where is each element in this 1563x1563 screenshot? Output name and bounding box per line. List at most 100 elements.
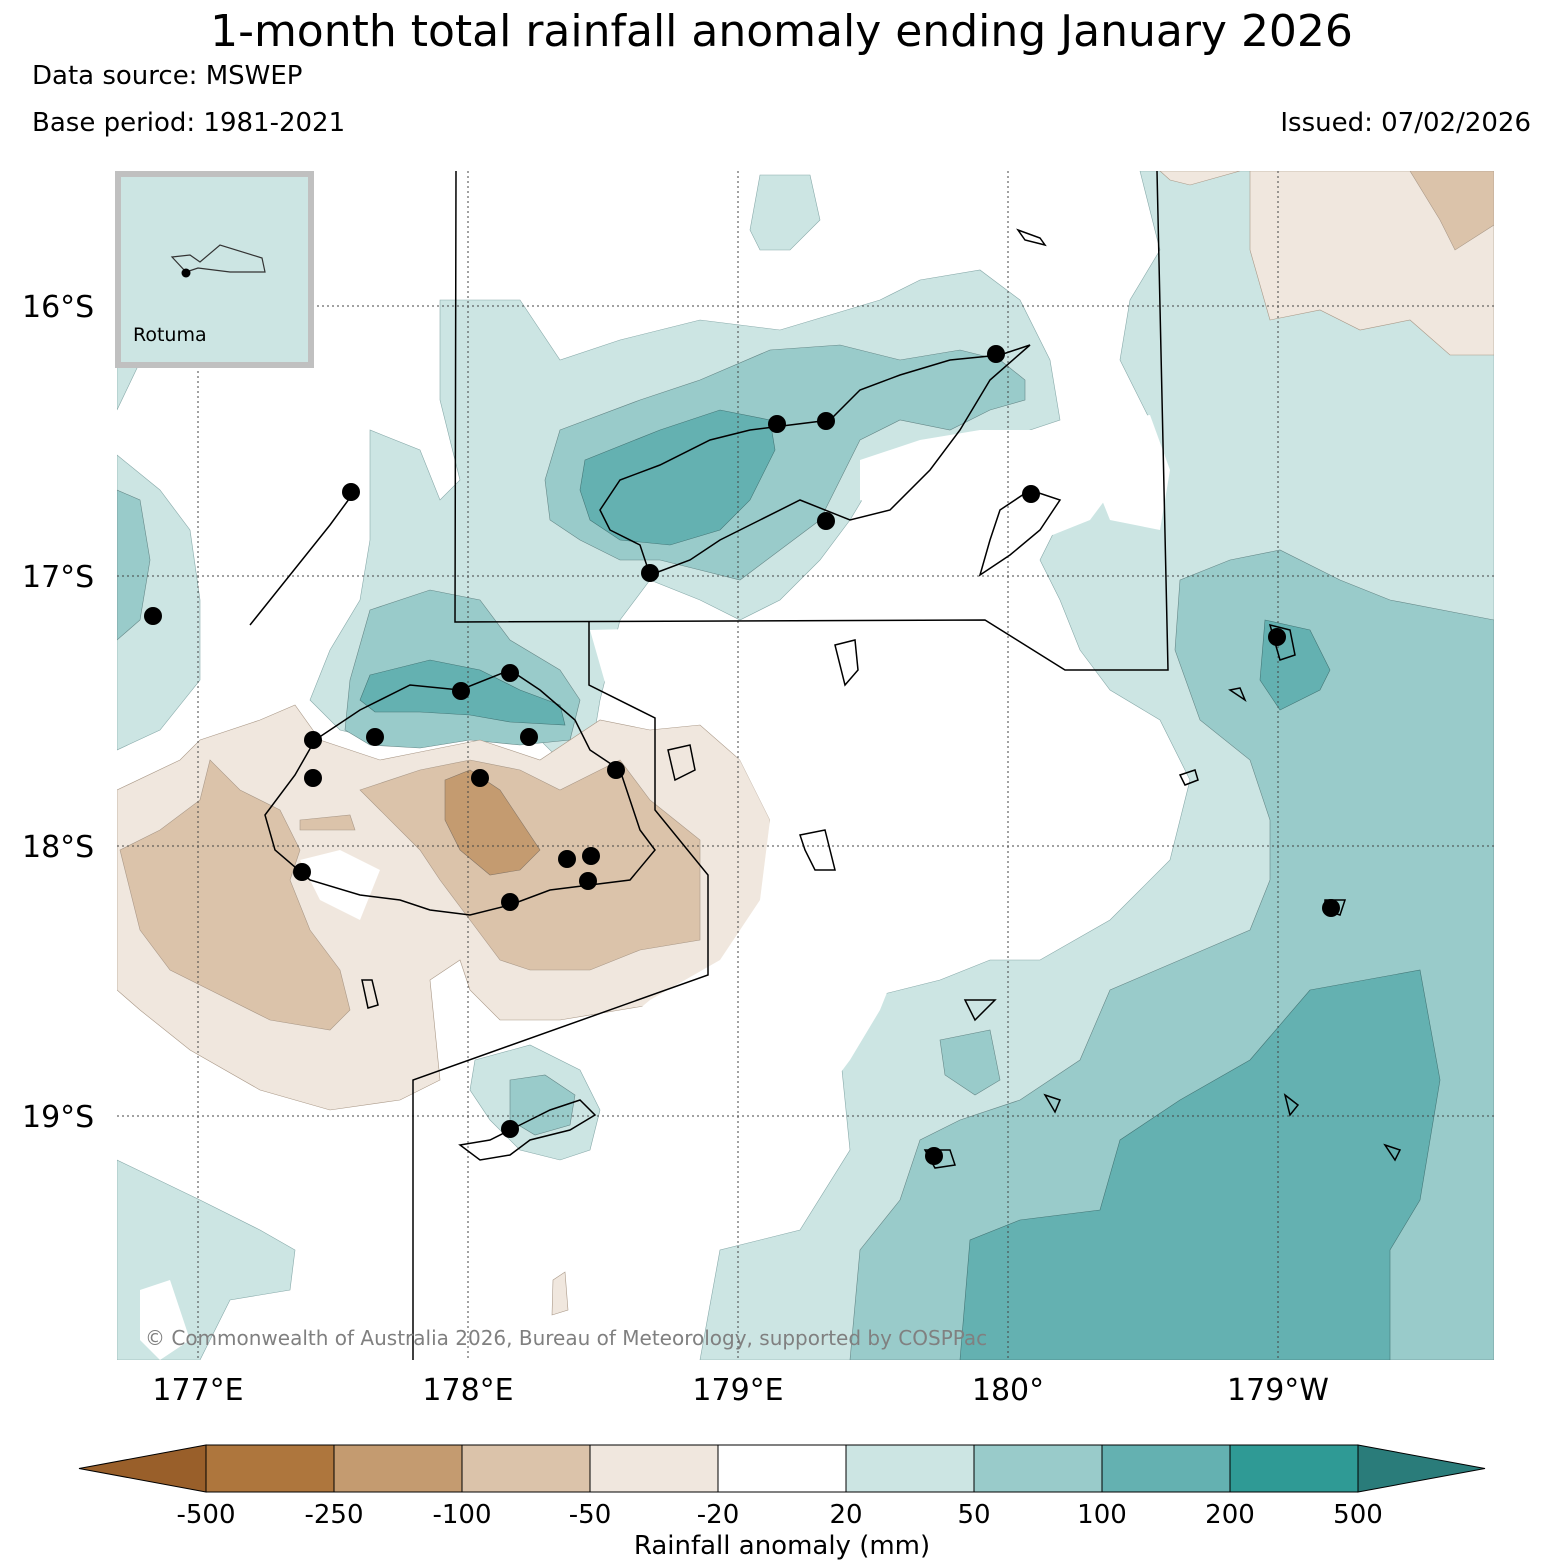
station-marker (342, 483, 360, 501)
station-marker (1268, 628, 1286, 646)
colorbar-bin (845, 1444, 975, 1493)
station-marker (501, 664, 519, 682)
lat-label-17s: 17°S (22, 560, 94, 595)
colorbar-tick-label: 50 (957, 1500, 990, 1530)
station-marker (582, 847, 600, 865)
station-marker (452, 682, 470, 700)
dry-light-patch-3 (551, 1271, 569, 1316)
region-boundaries (412, 170, 1169, 1360)
colorbar (78, 1444, 1486, 1493)
copyright-notice: © Commonwealth of Australia 2026, Bureau… (145, 1326, 987, 1350)
station-marker (1322, 899, 1340, 917)
normal-patch-north (860, 430, 1120, 560)
colorbar-tick-label: -500 (176, 1500, 235, 1530)
normal-patch-west (140, 1280, 190, 1360)
colorbar-tick-label: -250 (304, 1500, 363, 1530)
vanua-levu-coast (599, 344, 1031, 576)
lon-label-177e: 177°E (152, 1373, 243, 1408)
station-marker (304, 731, 322, 749)
wet-light-north (749, 174, 821, 251)
station-marker (817, 412, 835, 430)
latitude-labels: 16°S 17°S 18°S 19°S (22, 290, 94, 1135)
station-marker (471, 769, 489, 787)
dry-light-north (1159, 171, 1241, 186)
map-title: 1-month total rainfall anomaly ending Ja… (210, 6, 1353, 57)
station-marker (366, 728, 384, 746)
data-source: Data source: MSWEP (32, 61, 303, 91)
colorbar-title: Rainfall anomaly (mm) (634, 1531, 930, 1561)
lat-label-19s: 19°S (22, 1100, 94, 1135)
lau-island-3 (1268, 623, 1296, 661)
ovalau-island (834, 639, 859, 687)
colorbar-bin (717, 1444, 847, 1493)
colorbar-extend-high (1357, 1444, 1486, 1493)
station-marker (925, 1147, 943, 1165)
normal-patch-east (1090, 415, 1170, 530)
dry-moderate-patch (299, 814, 356, 831)
normal-patch-midwest (300, 850, 380, 920)
station-marker (768, 415, 786, 433)
station-marker (579, 872, 597, 890)
colorbar-bin (333, 1444, 463, 1493)
station-marker (520, 728, 538, 746)
colorbar-bin (1229, 1444, 1359, 1493)
colorbar-tick-label: 100 (1077, 1500, 1127, 1530)
taveuni-coast (978, 489, 1062, 577)
station-marker (304, 769, 322, 787)
islet-1 (1016, 228, 1047, 247)
dry-light-northeast (1249, 171, 1494, 356)
colorbar-bin (973, 1444, 1103, 1493)
colorbar-bin (1101, 1444, 1231, 1493)
colorbar-bin (205, 1444, 335, 1493)
rotuma-inset: Rotuma (115, 171, 314, 368)
lon-label-179w: 179°W (1227, 1373, 1329, 1408)
stations (144, 345, 1340, 1165)
dry-moderate-northeast (1409, 171, 1494, 251)
lau-island-1 (1178, 769, 1199, 786)
islet-2 (1228, 687, 1247, 702)
koro-island (799, 829, 836, 871)
issued-date: Issued: 07/02/2026 (1280, 108, 1531, 138)
lon-label-178e: 178°E (422, 1373, 513, 1408)
islet-4 (1383, 1143, 1402, 1162)
gau-island (667, 744, 696, 782)
station-marker (501, 1120, 519, 1138)
lon-label-179e: 179°E (692, 1373, 783, 1408)
grid-lines (117, 171, 1494, 1360)
station-marker (641, 564, 659, 582)
vatulele-island (361, 979, 379, 1009)
colorbar-tick-label: -20 (697, 1500, 739, 1530)
colorbar-extend-low (78, 1444, 207, 1493)
station-marker (293, 863, 311, 881)
lon-label-180: 180° (972, 1373, 1044, 1408)
base-period: Base period: 1981-2021 (32, 108, 346, 138)
colorbar-tick-labels: -500 -250 -100 -50 -20 20 50 100 200 500 (176, 1500, 1382, 1530)
wet-strong-southeast (959, 969, 1441, 1360)
colorbar-bin (589, 1444, 719, 1493)
station-marker (501, 893, 519, 911)
islet-3 (1043, 1093, 1062, 1114)
normal-patch-center (590, 620, 1160, 1360)
yasawa-islands (249, 494, 353, 626)
station-marker (987, 345, 1005, 363)
coastlines (249, 228, 1402, 1169)
colorbar-tick-label: -50 (569, 1500, 611, 1530)
lakeba-island (1283, 1093, 1300, 1117)
colorbar-tick-label: -100 (432, 1500, 491, 1530)
anomaly-fields (117, 171, 1494, 1360)
wet-moderate-patch (939, 1029, 1001, 1096)
colorbar-tick-label: 500 (1333, 1500, 1383, 1530)
wet-strong-north (579, 409, 776, 546)
colorbar-tick-label: 20 (829, 1500, 862, 1530)
lat-label-16s: 16°S (22, 290, 94, 325)
dry-moderate-southwest (119, 759, 351, 1031)
wet-moderate-west-edge (117, 489, 151, 641)
colorbar-bin (461, 1444, 591, 1493)
station-marker (144, 607, 162, 625)
inset-label: Rotuma (133, 324, 207, 346)
rotuma-coast (170, 244, 266, 273)
rotuma-station (181, 268, 191, 278)
lat-label-18s: 18°S (22, 830, 94, 865)
station-marker (1022, 485, 1040, 503)
